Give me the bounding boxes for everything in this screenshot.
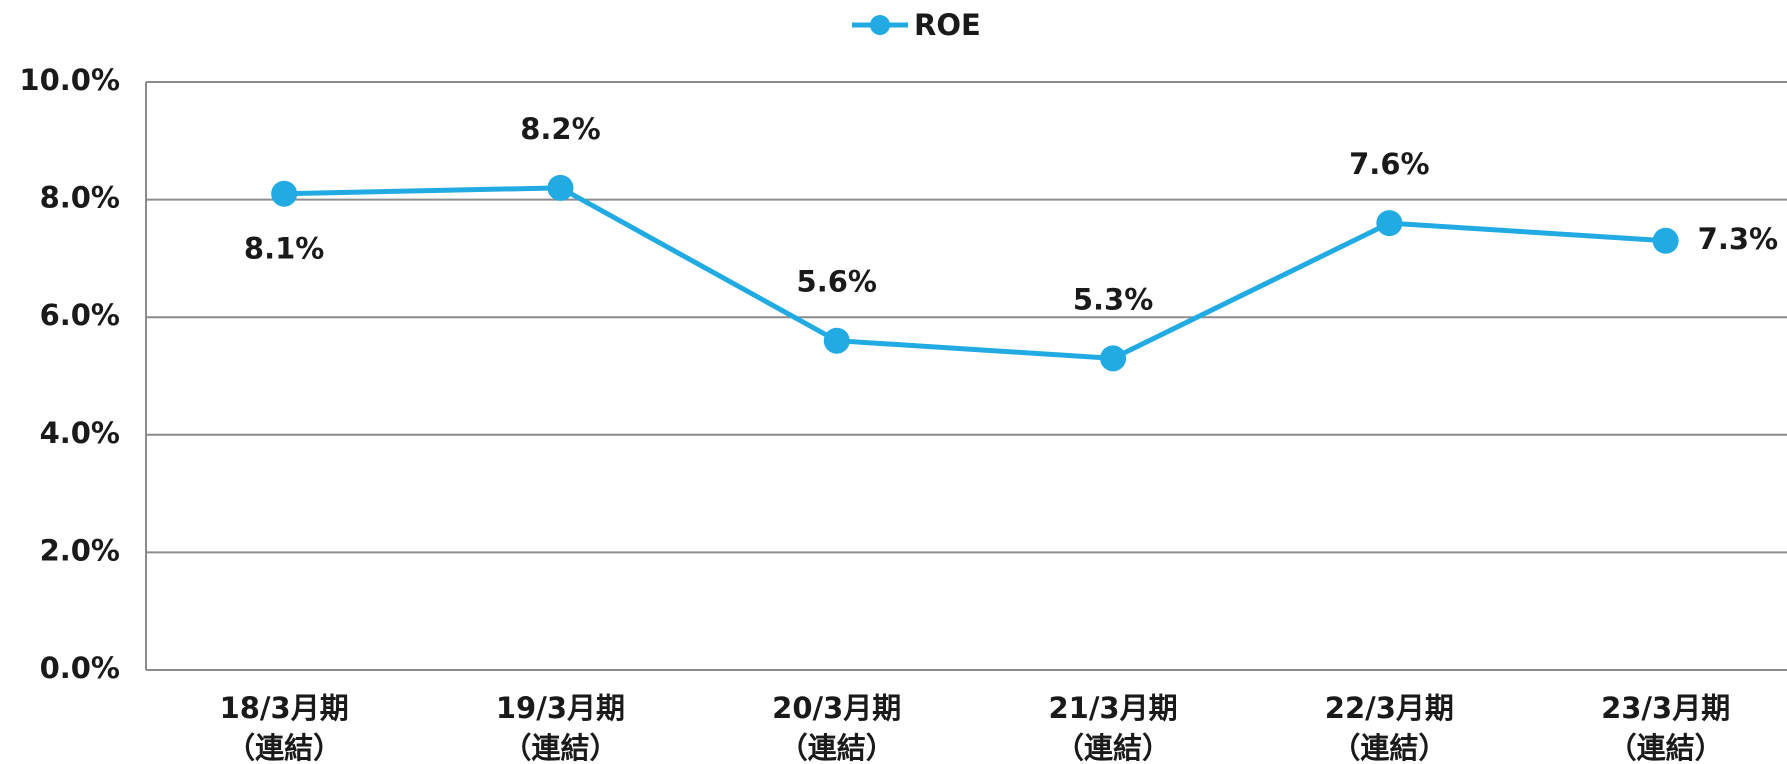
point xyxy=(823,327,850,354)
y-tick-label: 2.0% xyxy=(40,533,120,567)
y-tick-label: 4.0% xyxy=(40,416,120,450)
legend-label: ROE xyxy=(914,8,981,42)
data-label: 5.6% xyxy=(797,265,877,299)
x-tick-label: （連結） xyxy=(502,731,618,764)
point xyxy=(1652,227,1679,254)
y-tick-label: 10.0% xyxy=(19,63,120,97)
series-line xyxy=(284,185,1666,361)
x-tick-label: 18/3月期 xyxy=(220,691,349,725)
point xyxy=(1100,345,1127,372)
x-tick-label: （連結） xyxy=(1331,731,1447,764)
x-tick-label: 21/3月期 xyxy=(1048,691,1177,725)
x-tick-label: （連結） xyxy=(1608,731,1724,764)
x-tick-label: （連結） xyxy=(1055,731,1171,764)
point xyxy=(547,174,574,201)
data-label: 7.3% xyxy=(1698,222,1778,256)
data-label: 8.1% xyxy=(244,232,324,266)
y-tick-label: 0.0% xyxy=(40,651,120,685)
data-label: 5.3% xyxy=(1073,282,1153,316)
x-tick-label: 23/3月期 xyxy=(1601,691,1730,725)
y-tick-label: 8.0% xyxy=(40,181,120,215)
x-tick-label: 19/3月期 xyxy=(496,691,625,725)
legend-marker xyxy=(870,15,890,35)
data-label: 7.6% xyxy=(1349,147,1429,181)
x-tick-label: 20/3月期 xyxy=(772,691,901,725)
x-tick-label: （連結） xyxy=(226,731,342,764)
x-tick-label: （連結） xyxy=(779,731,895,764)
x-tick-label: 22/3月期 xyxy=(1325,691,1454,725)
data-label: 8.2% xyxy=(520,112,600,146)
point xyxy=(271,180,298,207)
point xyxy=(1376,210,1403,237)
y-tick-label: 6.0% xyxy=(40,298,120,332)
